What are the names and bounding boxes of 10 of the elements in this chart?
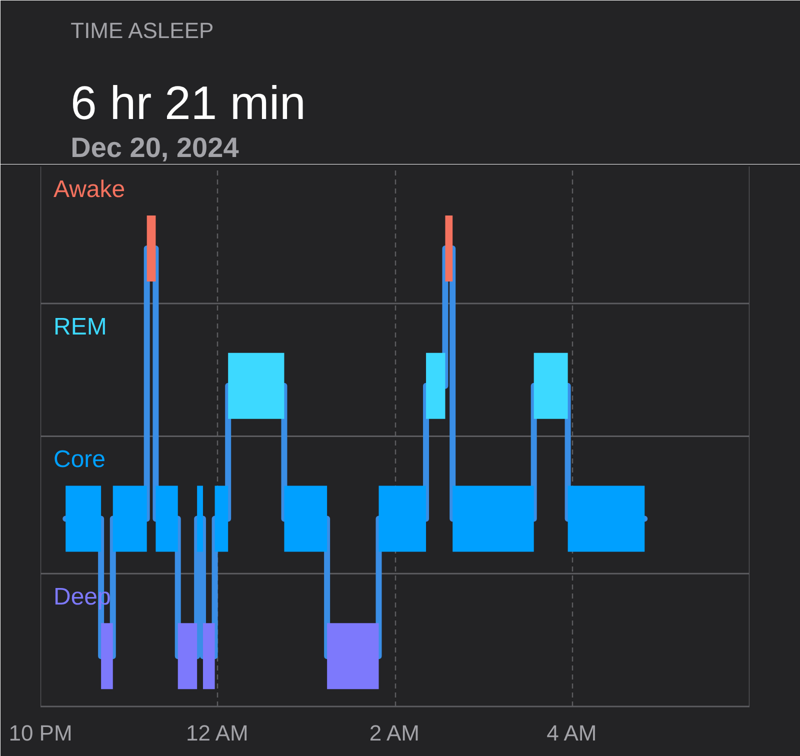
x-tick-label: 2 AM xyxy=(369,720,420,746)
x-tick-label: 12 AM xyxy=(186,720,248,746)
chart-subtitle: 6 hr 21 min xyxy=(70,76,306,129)
x-tick-label: 4 AM xyxy=(546,720,597,746)
x-tick-label: 10 PM xyxy=(8,720,72,746)
series-label: Core xyxy=(54,446,106,474)
text: Awake xyxy=(54,176,126,203)
text: Dec 20, 2024 xyxy=(70,132,240,163)
chart-title: TIME ASLEEP xyxy=(70,18,214,43)
text: REM xyxy=(54,313,107,340)
